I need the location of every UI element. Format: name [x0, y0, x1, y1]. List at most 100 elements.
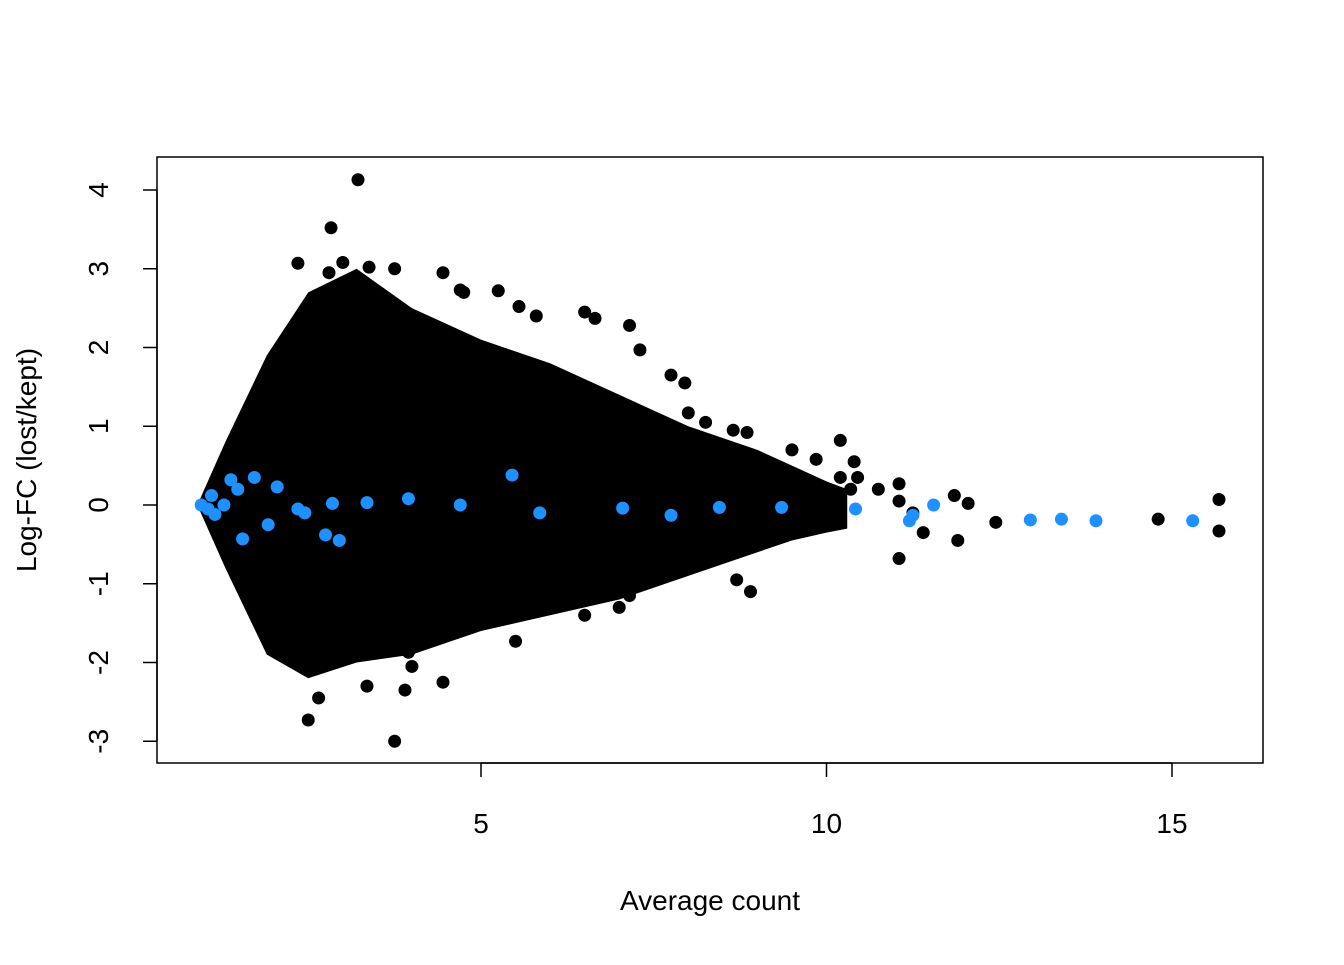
y-axis-title: Log-FC (lost/kept) — [11, 348, 42, 572]
highlight-point — [319, 528, 333, 542]
outlier-point — [623, 589, 637, 603]
y-axis: -3 -2 -1 0 1 2 3 4 — [83, 182, 158, 754]
outlier-point — [457, 285, 471, 299]
outlier-point — [681, 406, 695, 420]
outlier-point — [529, 309, 543, 323]
highlight-point — [298, 506, 312, 520]
outlier-point — [1151, 512, 1165, 526]
outlier-point — [612, 600, 626, 614]
highlight-point — [208, 507, 222, 521]
outlier-point — [844, 482, 858, 496]
outlier-point — [388, 262, 402, 276]
highlight-point — [712, 500, 726, 514]
outlier-point — [491, 284, 505, 298]
outlier-point — [947, 489, 961, 503]
outlier-point — [301, 713, 315, 727]
outlier-point — [388, 734, 402, 748]
outlier-point — [436, 675, 450, 689]
x-axis: 5 10 15 — [473, 762, 1188, 839]
outlier-point — [809, 452, 823, 466]
y-tick-label: -2 — [83, 650, 114, 675]
highlight-point — [332, 533, 346, 547]
outlier-point — [1212, 492, 1226, 506]
highlight-point — [906, 508, 920, 522]
y-tick-label: -3 — [83, 729, 114, 754]
highlight-point — [224, 473, 238, 487]
outlier-point — [578, 305, 592, 319]
highlight-point — [1089, 514, 1103, 528]
y-tick-label: 1 — [83, 418, 114, 434]
x-axis-title: Average count — [620, 885, 800, 916]
outlier-point — [740, 426, 754, 440]
outlier-point — [633, 343, 647, 357]
y-tick-label: 3 — [83, 261, 114, 277]
outlier-point — [362, 260, 376, 274]
outlier-point — [730, 573, 744, 587]
outlier-point — [322, 266, 336, 280]
highlight-point — [236, 532, 250, 546]
outlier-point — [324, 221, 338, 235]
outlier-point — [785, 443, 799, 457]
outlier-point — [726, 423, 740, 437]
highlight-point — [533, 506, 547, 520]
outlier-point — [360, 679, 374, 693]
outlier-point — [398, 683, 412, 697]
outlier-point — [312, 691, 326, 705]
outlier-point — [892, 477, 906, 491]
highlight-point — [1186, 514, 1200, 528]
outlier-point — [951, 533, 965, 547]
outlier-point — [578, 608, 592, 622]
highlight-point — [360, 496, 374, 510]
highlight-point — [247, 470, 261, 484]
outlier-point — [512, 300, 526, 314]
highlight-point — [205, 489, 219, 503]
highlight-point — [775, 500, 789, 514]
highlight-point — [849, 502, 863, 516]
outlier-point — [833, 470, 847, 484]
outlier-point — [892, 552, 906, 566]
outlier-point — [871, 482, 885, 496]
highlight-point — [927, 498, 941, 512]
outlier-point — [401, 645, 415, 659]
y-tick-label: 0 — [83, 497, 114, 513]
outlier-point — [405, 659, 419, 673]
outlier-point — [961, 496, 975, 510]
outlier-point — [833, 433, 847, 447]
outlier-point — [1212, 524, 1226, 538]
highlight-point — [453, 498, 467, 512]
x-tick-label: 15 — [1156, 808, 1187, 839]
outlier-point — [847, 455, 861, 469]
outlier-point — [989, 515, 1003, 529]
highlight-point — [1054, 512, 1068, 526]
highlight-point — [1023, 513, 1037, 527]
outlier-point — [916, 526, 930, 540]
highlight-point — [231, 482, 245, 496]
highlight-point — [325, 496, 339, 510]
outlier-point — [851, 470, 865, 484]
outlier-point — [509, 634, 523, 648]
outlier-point — [699, 415, 713, 429]
outlier-point — [436, 266, 450, 280]
dense-cloud-region — [199, 268, 848, 679]
outlier-point — [291, 256, 305, 270]
y-tick-label: 2 — [83, 340, 114, 356]
x-tick-label: 10 — [811, 808, 842, 839]
highlight-point — [616, 501, 630, 515]
x-tick-label: 5 — [473, 808, 489, 839]
outlier-point — [351, 173, 365, 187]
outlier-point — [743, 585, 757, 599]
outlier-point — [664, 368, 678, 382]
highlight-point — [217, 498, 231, 512]
highlight-point — [261, 518, 275, 532]
highlight-point — [270, 480, 284, 494]
points-layer — [194, 173, 1226, 748]
outlier-point — [678, 376, 692, 390]
outlier-point — [588, 311, 602, 325]
outlier-point — [892, 494, 906, 508]
highlight-point — [401, 492, 415, 506]
highlight-point — [505, 468, 519, 482]
y-tick-label: -1 — [83, 571, 114, 596]
dense-point-cloud — [199, 268, 848, 679]
